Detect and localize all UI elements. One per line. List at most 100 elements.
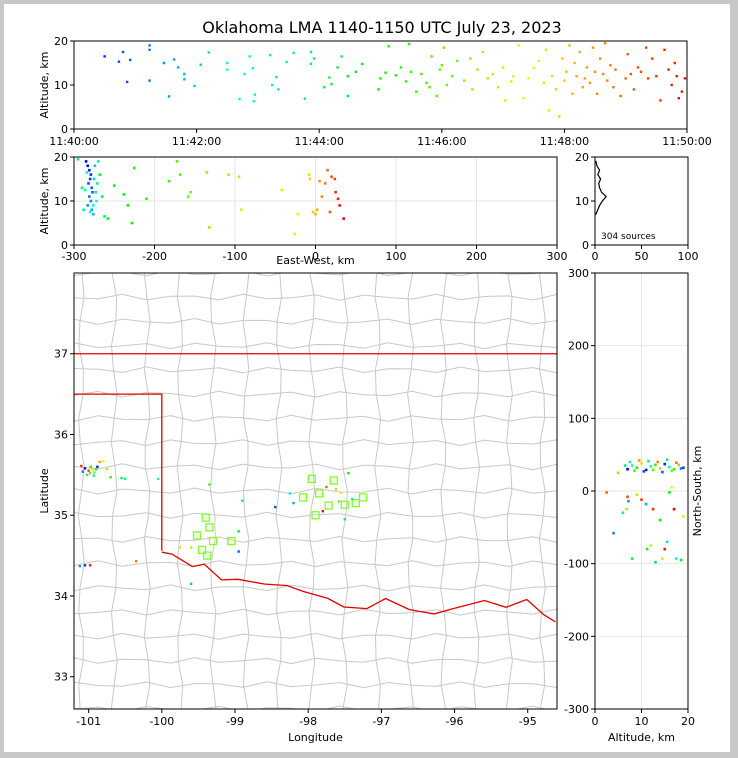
county-line	[74, 657, 557, 665]
source-point	[248, 55, 251, 58]
source-point	[627, 499, 630, 503]
source-point	[311, 210, 315, 214]
source-point	[326, 168, 329, 172]
county-line	[308, 273, 316, 709]
source-point	[646, 77, 650, 80]
source-point	[384, 71, 387, 74]
source-point	[645, 547, 649, 551]
source-point	[503, 99, 507, 102]
county-line	[74, 414, 557, 422]
source-point	[435, 94, 438, 98]
source-point	[496, 86, 500, 89]
x-tick-label: 300	[547, 250, 568, 263]
county-line	[176, 273, 184, 709]
source-point	[288, 492, 292, 495]
source-point	[340, 55, 343, 58]
source-point	[109, 476, 112, 479]
lma-station-marker	[201, 513, 210, 522]
source-point	[100, 195, 104, 198]
source-point	[561, 57, 564, 60]
source-point	[346, 94, 350, 98]
source-point	[629, 72, 633, 76]
county-line	[74, 317, 557, 325]
county-line	[74, 273, 543, 277]
source-point	[626, 53, 629, 56]
x-tick-label: 11:48:00	[540, 135, 589, 148]
source-point	[98, 460, 101, 464]
source-point	[207, 51, 211, 54]
lma-station-marker	[208, 536, 218, 546]
lma-station-marker	[358, 493, 368, 502]
source-point	[654, 463, 657, 467]
source-point	[78, 564, 82, 568]
source-point	[438, 68, 441, 71]
source-point	[323, 86, 326, 89]
source-point	[92, 474, 95, 477]
source-point	[619, 94, 622, 98]
source-point	[598, 57, 602, 60]
source-point	[644, 46, 648, 49]
source-point	[285, 60, 288, 64]
source-point	[253, 93, 257, 96]
source-point	[354, 70, 358, 73]
source-point	[93, 471, 96, 474]
source-point	[321, 509, 325, 513]
source-point	[293, 232, 296, 236]
source-point	[605, 491, 608, 494]
source-point	[670, 83, 673, 87]
lma-station-marker	[205, 523, 214, 532]
source-point	[120, 476, 123, 480]
source-point	[303, 97, 307, 100]
altitude-ns-panel: 0 10 20 -300 -200 -100 0 100 200 300 Altitude, km N…	[564, 267, 704, 744]
source-point	[183, 78, 186, 81]
source-point	[625, 507, 628, 511]
source-point	[241, 499, 244, 502]
county-line	[74, 439, 557, 447]
source-point	[133, 166, 136, 170]
source-point	[558, 115, 561, 118]
source-point	[240, 208, 243, 212]
source-point	[172, 58, 176, 61]
source-point	[621, 511, 625, 515]
source-point	[91, 468, 94, 472]
county-line	[74, 608, 557, 616]
source-point	[121, 50, 125, 54]
source-point	[668, 491, 671, 494]
y-tick-label: 37	[54, 348, 68, 361]
source-point	[609, 64, 612, 67]
source-point	[476, 68, 479, 71]
x-tick-label: 11:46:00	[417, 135, 466, 148]
source-point	[96, 465, 99, 468]
source-point	[93, 164, 97, 168]
source-point	[347, 472, 350, 475]
source-point	[651, 507, 655, 511]
source-point	[377, 88, 380, 91]
source-point	[328, 76, 331, 79]
map-layer	[74, 273, 557, 709]
source-point	[588, 81, 592, 84]
ew-altitude-panel: -300 -200 -100 0 100 200 300 0 10 20 East-West, km…	[38, 151, 568, 267]
source-point	[83, 564, 87, 567]
source-point	[680, 90, 684, 93]
source-point	[656, 460, 660, 464]
x-tick-label: -200	[142, 250, 167, 263]
source-point	[672, 507, 676, 511]
y-axis-label: Altitude, km	[38, 167, 51, 234]
source-point	[677, 97, 681, 100]
lma-station-marker	[329, 476, 338, 485]
source-point	[88, 472, 92, 475]
source-point	[243, 72, 246, 76]
source-point	[89, 465, 93, 468]
source-point	[425, 81, 428, 84]
source-point	[626, 467, 629, 471]
source-point	[237, 175, 241, 179]
x-tick-label: 10	[635, 715, 649, 728]
source-point	[271, 83, 274, 87]
source-point	[501, 66, 505, 69]
source-point	[544, 48, 548, 51]
x-tick-label: 50	[635, 250, 649, 263]
source-point	[651, 57, 654, 60]
source-point	[94, 468, 98, 471]
source-point	[486, 77, 489, 80]
source-point	[675, 461, 678, 464]
